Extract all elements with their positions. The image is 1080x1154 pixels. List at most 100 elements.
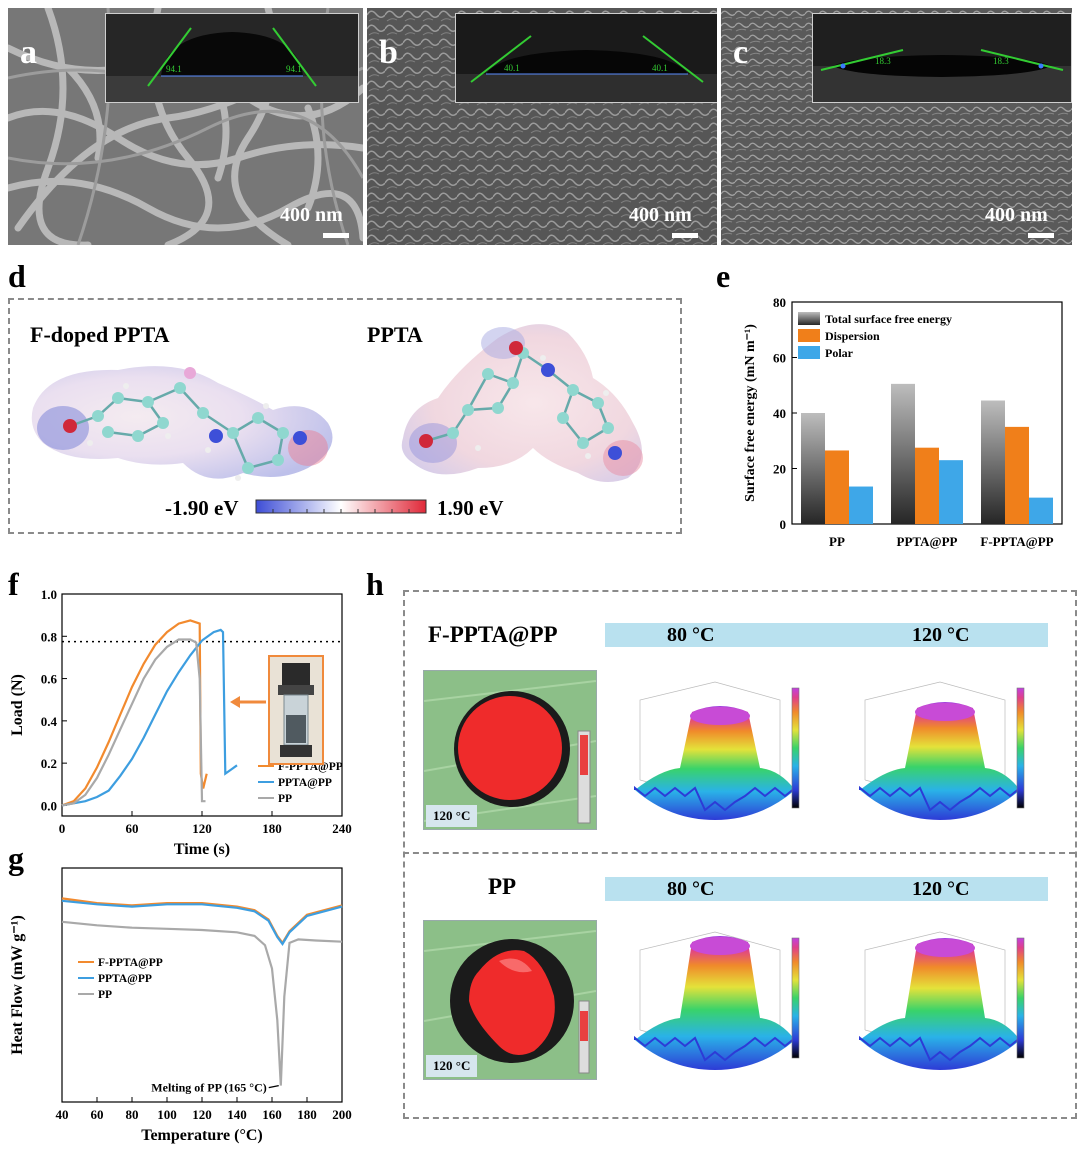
legend-label-chartG: PPTA@PP (98, 973, 152, 985)
surface-peak (915, 939, 975, 957)
thermal-photo-fppta: 120 °C (423, 670, 597, 830)
x-tick-label-chartG: 160 (262, 1107, 282, 1122)
legend-label-e: Polar (825, 346, 854, 360)
chart-e-surface-energy: 0 20 40 60 80 Surface free energy (mN m⁻¹) PP P… (743, 295, 1063, 549)
colorbar-max-label: 1.90 eV (437, 496, 504, 520)
colorbar-min-label: -1.90 eV (165, 496, 239, 520)
panel-label-c: c (733, 34, 749, 71)
thermal-surface-plot-3 (859, 931, 1025, 1070)
annotation-arrow-g (268, 1085, 279, 1089)
sem-panel-a: a 94.1 94.1 400 nm (8, 8, 363, 245)
thermal-surface-plot-2 (634, 931, 800, 1070)
x-tick-label-chartG: 140 (227, 1107, 247, 1122)
temperature-header-bar-bottom (605, 877, 1048, 901)
legend-label-e: Total surface free energy (825, 312, 952, 326)
panel-label-h: h (366, 566, 384, 602)
x-tick-label-chartG: 60 (91, 1107, 104, 1122)
panel-label-f: f (8, 566, 19, 602)
photo-temp-tag-fppta: 120 °C (426, 805, 478, 827)
legend-label-e: Dispersion (825, 329, 880, 343)
legend-swatch-e (798, 329, 820, 342)
panel-h-divider (403, 852, 1075, 854)
temp-120-label-top: 120 °C (912, 624, 970, 646)
y-tick-label-chartF: 0.4 (41, 714, 58, 729)
y-tick-label-chartF: 0.6 (41, 672, 58, 687)
series-line-pp (61, 920, 343, 1086)
contact-angle-inset-c: 18.3 18.3 (812, 13, 1072, 103)
panel-d-frame (8, 298, 682, 534)
panel-label-e: e (716, 258, 731, 294)
angle-left-b: 40.1 (504, 63, 520, 73)
legend-label-chartF: PP (278, 793, 292, 805)
panel-label-a: a (20, 34, 37, 71)
thermal-surface-plot-0 (634, 681, 800, 820)
photo-temp-tag-pp: 120 °C (426, 1055, 478, 1077)
panel-label-g: g (8, 840, 24, 876)
x-tick-label-chartG: 100 (157, 1107, 177, 1122)
molecule-esp-maps (31, 324, 643, 514)
x-category-label-e: F-PPTA@PP (980, 534, 1053, 549)
temp-80-label-top: 80 °C (667, 624, 715, 646)
angle-left-c: 18.3 (875, 56, 891, 66)
sem-panel-c: c 18.3 18.3 400 nm (721, 8, 1072, 245)
y-tick-label-e: 0 (780, 517, 787, 532)
panel-label-b: b (379, 34, 398, 71)
scalebar-label-c: 400 nm (985, 204, 1048, 226)
thermal-3d-surface-plots (634, 681, 1025, 1070)
bar-dispersion-2 (1005, 426, 1029, 524)
x-tick-label-chartF: 180 (262, 821, 282, 836)
molecule-title-ppta: PPTA (367, 322, 423, 347)
thermal-photo-pp: 120 °C (423, 920, 597, 1080)
scalebar-label-b: 400 nm (629, 204, 692, 226)
y-tick-label-chartF: 0.2 (41, 756, 57, 771)
series-line-ppta-pp (61, 899, 343, 946)
legend-swatch-e (798, 312, 820, 325)
scalebar-a (323, 233, 349, 238)
scalebar-label-a: 400 nm (280, 204, 343, 226)
x-tick-label-chartG: 40 (56, 1107, 69, 1122)
bar-polar-0 (849, 486, 873, 524)
surface-peak (690, 937, 750, 955)
y-tick-label-chartF: 0.8 (41, 629, 58, 644)
legend-label-chartF: PPTA@PP (278, 777, 332, 789)
x-tick-label-chartG: 120 (192, 1107, 212, 1122)
x-tick-label-chartF: 240 (332, 821, 352, 836)
scalebar-b (672, 233, 698, 238)
temp-80-label-bottom: 80 °C (667, 878, 715, 900)
sample-photo-inset (268, 655, 324, 765)
y-tick-label-e: 60 (773, 351, 786, 366)
angle-right-b: 40.1 (652, 63, 668, 73)
surface-mesh (860, 702, 1020, 820)
surface-edge (859, 785, 1021, 812)
surface-mesh (635, 936, 795, 1070)
bar-polar-2 (1029, 497, 1053, 524)
x-tick-label-chartG: 80 (126, 1107, 139, 1122)
surface-peak (690, 707, 750, 725)
y-tick-label-chartF: 1.0 (41, 587, 57, 602)
x-tick-label-chartG: 180 (297, 1107, 317, 1122)
y-axis-label-chartG: Heat Flow (mW g⁻¹) (10, 915, 26, 1055)
series-line-pp (61, 638, 206, 807)
angle-right-a: 94.1 (286, 64, 302, 74)
x-tick-label-chartG: 200 (332, 1107, 352, 1122)
series-line-ppta-pp (61, 628, 238, 807)
molecule-title-fppta: F-doped PPTA (30, 322, 170, 347)
bar-total-surface-free-energy-0 (801, 413, 825, 524)
scalebar-c (1028, 233, 1054, 238)
surface-mesh (635, 706, 795, 820)
thermal-colorbar (791, 937, 800, 1059)
annotation-label-g: Melting of PP (165 °C) (151, 1081, 266, 1095)
bar-dispersion-1 (915, 447, 939, 524)
x-axis-label-chartG: Temperature (°C) (141, 1127, 262, 1144)
sem-panel-b: b 40.1 40.1 400 nm (367, 8, 717, 245)
x-category-label-e: PP (829, 534, 845, 549)
bar-total-surface-free-energy-2 (981, 400, 1005, 524)
x-tick-label-chartF: 60 (126, 821, 139, 836)
chart-f-load-time: 0 60 120 180 240 0.0 0.2 0.4 0.6 0.8 1.0 Time (s) Lo… (10, 587, 352, 858)
surface-edge (634, 1035, 796, 1062)
surface-edge (634, 785, 796, 812)
contact-angle-inset-a: 94.1 94.1 (105, 13, 359, 103)
legend-label-chartG: PP (98, 989, 112, 1001)
surface-edge (859, 1035, 1021, 1062)
bar-dispersion-0 (825, 450, 849, 524)
